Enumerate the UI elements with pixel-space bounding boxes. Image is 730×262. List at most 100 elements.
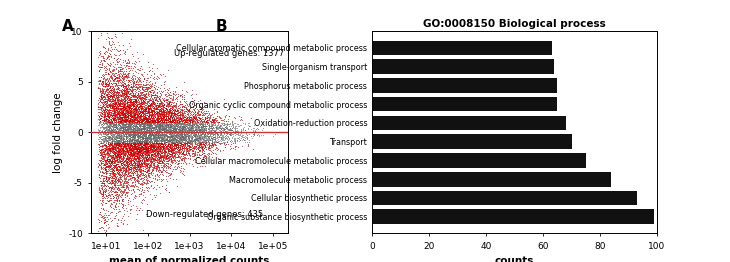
Point [92, 104, 104, 108]
Point [204, 126, 215, 130]
Point [200, 119, 212, 124]
Point [129, 112, 141, 116]
Point [221, 136, 233, 140]
Point [115, 150, 126, 155]
Point [192, 131, 204, 135]
Point [114, 131, 126, 135]
Point [143, 174, 155, 179]
Point [248, 130, 260, 135]
Point [113, 123, 125, 127]
Point [171, 127, 182, 131]
Point [115, 92, 126, 97]
Point [161, 138, 173, 142]
Point [108, 118, 120, 122]
Point [108, 92, 120, 97]
Point [166, 120, 178, 124]
Point [143, 133, 155, 137]
Point [132, 150, 144, 154]
Point [191, 129, 202, 133]
Point [207, 143, 219, 147]
Point [140, 129, 152, 133]
Point [145, 150, 157, 154]
Point [100, 168, 112, 173]
Point [209, 137, 220, 141]
Point [99, 121, 111, 125]
Point [138, 123, 150, 127]
Point [130, 165, 142, 170]
Point [127, 134, 139, 138]
Point [101, 82, 112, 86]
Point [127, 125, 139, 130]
Point [110, 112, 121, 116]
Point [126, 150, 137, 154]
Point [140, 146, 152, 150]
Point [100, 201, 112, 205]
Point [135, 120, 147, 124]
Point [96, 144, 108, 148]
Point [119, 107, 131, 112]
Point [151, 128, 163, 132]
Point [182, 114, 194, 119]
Point [153, 119, 164, 123]
Point [124, 107, 136, 112]
Point [150, 140, 162, 145]
Point [192, 131, 204, 135]
Point [141, 139, 153, 143]
Point [101, 219, 112, 223]
Point [141, 100, 153, 104]
Point [131, 132, 142, 136]
Point [177, 125, 189, 129]
Point [142, 122, 153, 127]
Point [110, 161, 121, 166]
Point [112, 108, 123, 112]
Point [184, 138, 196, 142]
Point [111, 133, 123, 138]
Point [113, 170, 125, 174]
Point [222, 140, 234, 145]
Point [125, 113, 137, 117]
Point [147, 142, 158, 146]
Point [110, 154, 122, 158]
Point [114, 69, 126, 73]
Point [185, 105, 197, 109]
Point [153, 140, 164, 144]
Point [126, 116, 137, 120]
Point [112, 190, 123, 194]
Point [195, 145, 207, 149]
Point [147, 136, 158, 140]
Point [93, 164, 104, 168]
Point [125, 148, 137, 152]
Point [177, 114, 188, 118]
Point [139, 142, 151, 146]
Point [120, 124, 131, 128]
Point [136, 135, 147, 139]
Point [239, 128, 250, 132]
Point [147, 136, 158, 140]
Point [201, 116, 212, 120]
Point [108, 89, 120, 93]
Point [133, 124, 145, 128]
Point [148, 112, 160, 116]
Point [178, 104, 190, 108]
Point [149, 147, 161, 151]
Point [189, 145, 201, 149]
Point [140, 134, 152, 139]
Point [127, 118, 139, 122]
Point [101, 111, 112, 116]
Point [160, 106, 172, 110]
Point [183, 134, 195, 139]
Point [165, 124, 177, 128]
Point [195, 129, 207, 134]
Point [158, 123, 170, 127]
Point [113, 159, 125, 163]
Point [128, 119, 139, 123]
Point [135, 110, 147, 114]
Point [153, 122, 164, 126]
Point [207, 128, 218, 132]
Point [177, 121, 188, 125]
Point [97, 132, 109, 137]
Point [158, 120, 170, 124]
Point [129, 143, 141, 147]
Point [146, 160, 158, 164]
Point [196, 149, 208, 154]
